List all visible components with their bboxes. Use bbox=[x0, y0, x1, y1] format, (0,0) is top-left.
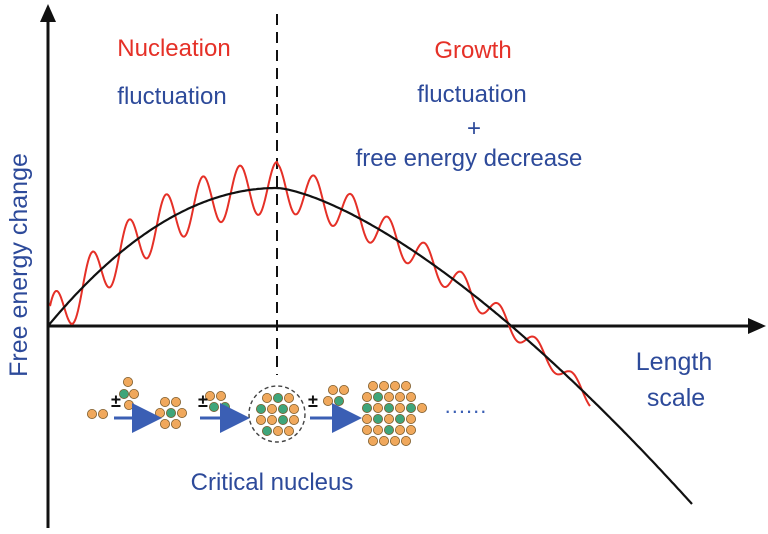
step-symbol-3: ± bbox=[308, 391, 318, 411]
particle bbox=[372, 402, 383, 413]
particle bbox=[261, 392, 272, 403]
growth-title: Growth bbox=[434, 37, 511, 64]
particle bbox=[389, 435, 400, 446]
particle bbox=[327, 384, 338, 395]
continuation-dots: ...... bbox=[445, 393, 488, 418]
particle bbox=[400, 380, 411, 391]
growth-free-energy-decrease: free energy decrease bbox=[356, 145, 583, 172]
x-axis-label-line2: scale bbox=[647, 384, 705, 412]
particle bbox=[394, 402, 405, 413]
particle bbox=[208, 401, 219, 412]
particle bbox=[283, 392, 294, 403]
particle bbox=[338, 384, 349, 395]
step-symbol-2: ± bbox=[198, 391, 208, 411]
x-axis-arrowhead bbox=[748, 318, 766, 334]
particle bbox=[261, 425, 272, 436]
particle bbox=[361, 402, 372, 413]
particle bbox=[372, 413, 383, 424]
step-symbol-1: ± bbox=[111, 391, 121, 411]
particle bbox=[378, 380, 389, 391]
particle bbox=[288, 414, 299, 425]
particle bbox=[170, 418, 181, 429]
particle bbox=[128, 388, 139, 399]
particle bbox=[159, 396, 170, 407]
particle bbox=[405, 424, 416, 435]
growth-fluctuation: fluctuation bbox=[417, 81, 526, 108]
particle bbox=[361, 413, 372, 424]
particle bbox=[255, 403, 266, 414]
particle bbox=[123, 376, 134, 387]
particle bbox=[383, 402, 394, 413]
particle bbox=[367, 380, 378, 391]
y-axis-arrowhead bbox=[40, 4, 56, 22]
particle bbox=[119, 388, 130, 399]
particle bbox=[333, 395, 344, 406]
y-axis-label: Free energy change bbox=[5, 153, 33, 377]
particle bbox=[277, 414, 288, 425]
particle bbox=[215, 390, 226, 401]
particle bbox=[383, 424, 394, 435]
particle bbox=[154, 407, 165, 418]
particle bbox=[272, 425, 283, 436]
particle bbox=[288, 403, 299, 414]
particle bbox=[383, 413, 394, 424]
particle bbox=[400, 435, 411, 446]
nucleation-fluctuation: fluctuation bbox=[117, 83, 226, 110]
critical-nucleus-label: Critical nucleus bbox=[191, 469, 354, 496]
particle bbox=[361, 424, 372, 435]
particle bbox=[277, 403, 288, 414]
particle bbox=[322, 395, 333, 406]
particle bbox=[378, 435, 389, 446]
particle bbox=[204, 390, 215, 401]
particle bbox=[405, 402, 416, 413]
particle bbox=[219, 401, 230, 412]
x-axis-label-line1: Length bbox=[636, 348, 712, 376]
particle bbox=[361, 391, 372, 402]
particle bbox=[416, 402, 427, 413]
particle bbox=[372, 391, 383, 402]
particle bbox=[383, 391, 394, 402]
particle bbox=[98, 408, 109, 419]
critical-nucleus-outline bbox=[248, 385, 306, 443]
growth-plus: + bbox=[467, 115, 481, 142]
cluster-sequence bbox=[87, 376, 427, 446]
particle bbox=[394, 413, 405, 424]
particle bbox=[159, 418, 170, 429]
particle bbox=[367, 435, 378, 446]
particle bbox=[272, 392, 283, 403]
particle bbox=[165, 407, 176, 418]
particle bbox=[170, 396, 181, 407]
particle bbox=[394, 391, 405, 402]
free-energy-curve bbox=[47, 186, 693, 505]
particle bbox=[283, 425, 294, 436]
particle bbox=[266, 414, 277, 425]
particle bbox=[87, 408, 98, 419]
particle bbox=[124, 399, 135, 410]
fluctuation-curve bbox=[49, 160, 591, 407]
particle bbox=[389, 380, 400, 391]
particle bbox=[405, 391, 416, 402]
particle bbox=[394, 424, 405, 435]
particle bbox=[405, 413, 416, 424]
particle bbox=[255, 414, 266, 425]
nucleation-title: Nucleation bbox=[117, 35, 230, 62]
particle bbox=[176, 407, 187, 418]
particle bbox=[266, 403, 277, 414]
particle bbox=[372, 424, 383, 435]
